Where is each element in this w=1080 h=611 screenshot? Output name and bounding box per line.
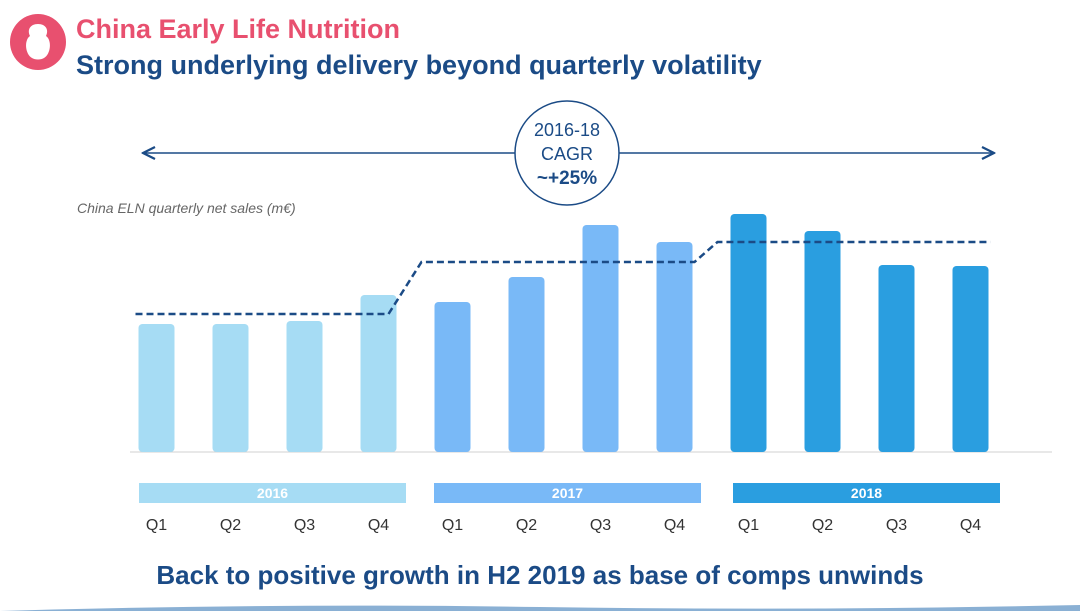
quarter-label-2017-q2: Q2 — [516, 517, 537, 534]
quarter-label-2016-q2: Q2 — [220, 517, 241, 534]
year-band-2016 — [139, 483, 406, 503]
quarter-label-2016-q4: Q4 — [368, 517, 389, 534]
quarter-label-2016-q3: Q3 — [294, 517, 315, 534]
quarter-label-2018-q2: Q2 — [812, 517, 833, 534]
page-title: China Early Life Nutrition — [76, 14, 401, 44]
year-label-2017: 2017 — [552, 485, 583, 501]
year-label-2018: 2018 — [851, 485, 882, 501]
quarter-label-2017-q3: Q3 — [590, 517, 611, 534]
quarter-label-2018-q3: Q3 — [886, 517, 907, 534]
bar-2016-q1 — [138, 324, 175, 452]
bottom-wave-decoration — [0, 605, 1080, 611]
cagr-callout-circle — [514, 100, 620, 206]
year-band-2018 — [733, 483, 1000, 503]
bar-2017-q2 — [508, 277, 545, 452]
quarter-label-2016-q1: Q1 — [146, 517, 167, 534]
y-axis-label: China ELN quarterly net sales (m€) — [77, 200, 296, 216]
bar-2016-q2 — [212, 324, 249, 452]
bar-2017-q1 — [434, 302, 471, 452]
bar-2018-q3 — [878, 265, 915, 452]
bar-2016-q3 — [286, 321, 323, 452]
cagr-callout-period: 2016-18 — [534, 120, 600, 140]
quarter-label-2018-q1: Q1 — [738, 517, 759, 534]
cagr-callout-label: CAGR — [541, 144, 593, 164]
bar-2018-q1 — [730, 214, 767, 452]
year-label-2016: 2016 — [257, 485, 288, 501]
bar-2016-q4 — [360, 295, 397, 452]
annual-average-line — [135, 240, 991, 316]
quarter-label-2017-q4: Q4 — [664, 517, 685, 534]
bar-2018-q2 — [804, 231, 841, 452]
brand-logo-icon — [10, 14, 66, 70]
year-band-2017 — [434, 483, 701, 503]
quarter-label-2017-q1: Q1 — [442, 517, 463, 534]
footer-headline: Back to positive growth in H2 2019 as ba… — [156, 560, 924, 590]
page-subtitle: Strong underlying delivery beyond quarte… — [76, 50, 762, 80]
cagr-callout-value: ~+25% — [537, 168, 597, 189]
bar-2017-q4 — [656, 242, 693, 452]
bar-2017-q3 — [582, 225, 619, 452]
bar-2018-q4 — [952, 266, 989, 452]
quarter-label-2018-q4: Q4 — [960, 517, 981, 534]
